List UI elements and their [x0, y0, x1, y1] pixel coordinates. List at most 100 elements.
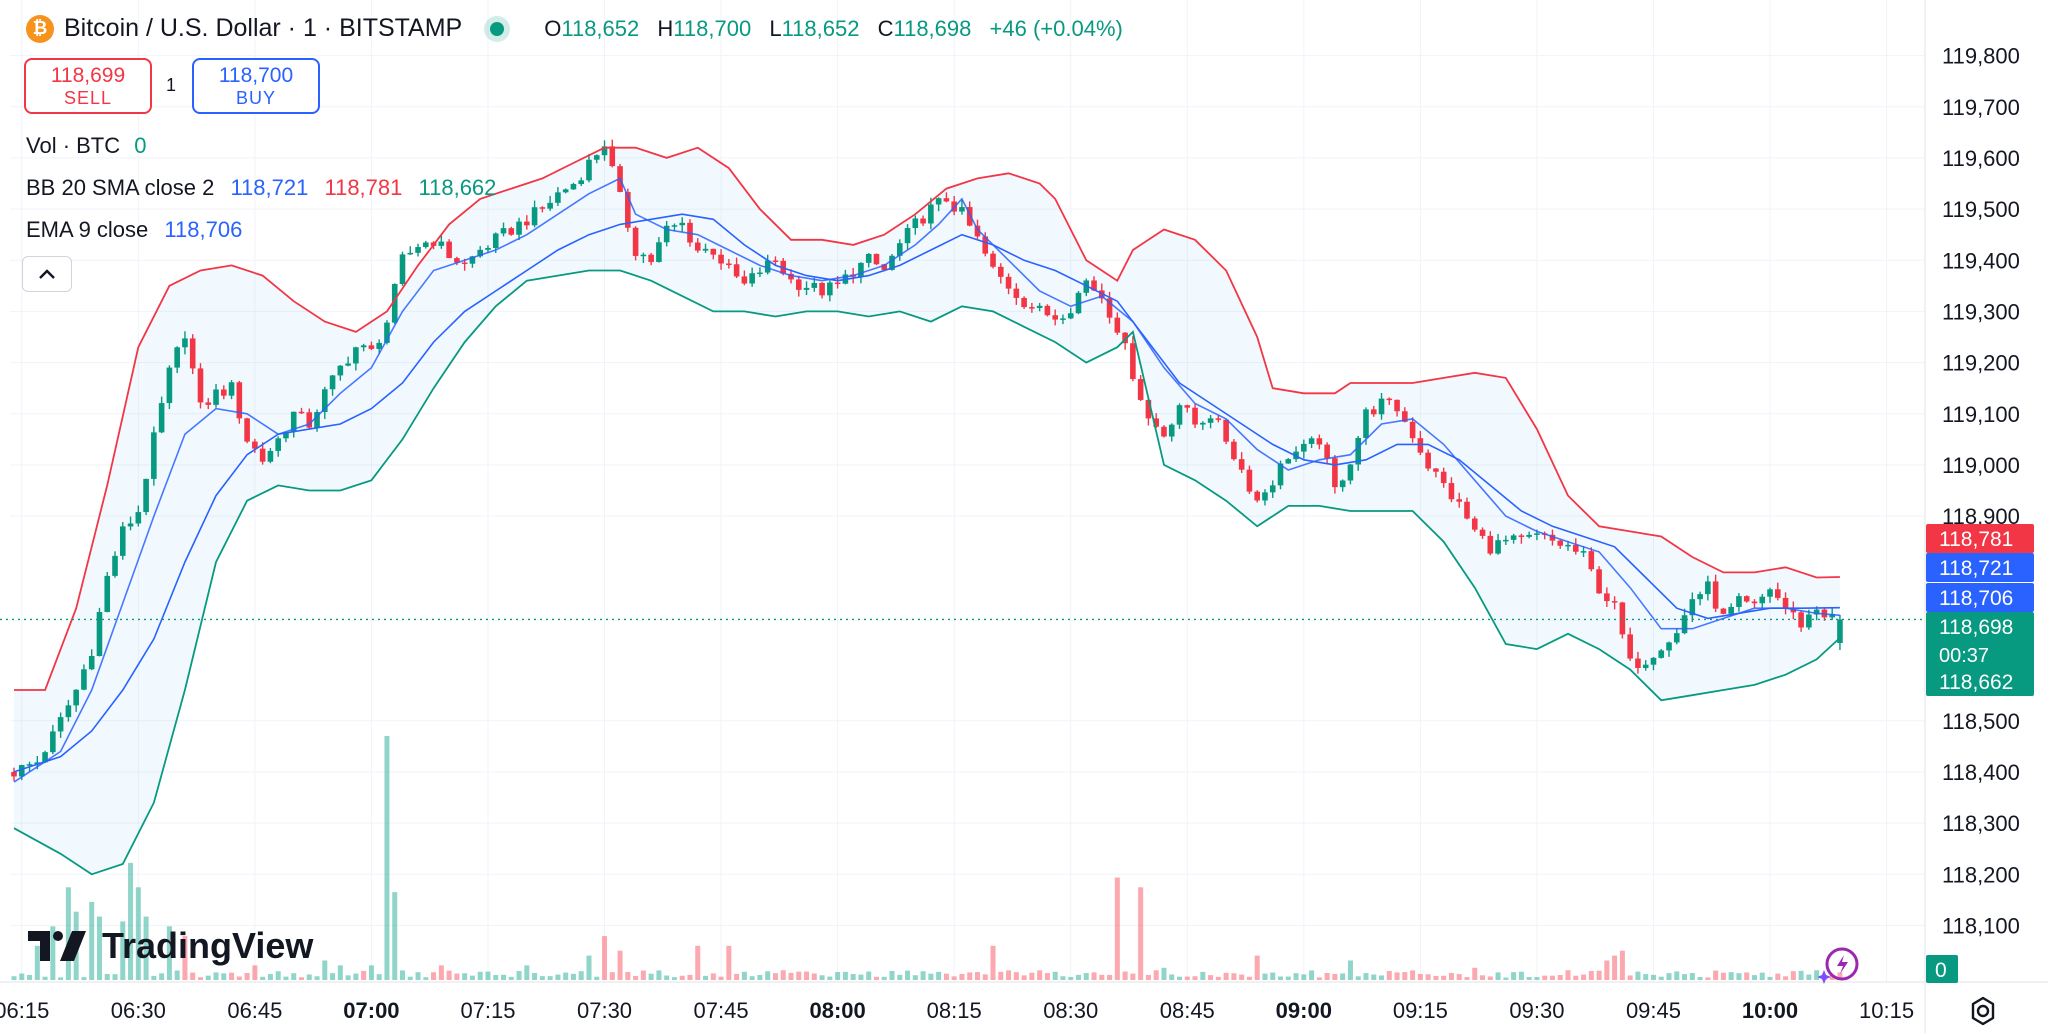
volume-bar — [1122, 971, 1128, 980]
candle-body — [143, 478, 149, 513]
volume-bar — [58, 977, 64, 980]
tradingview-logo[interactable]: TradingView — [28, 925, 313, 967]
candle-body — [220, 389, 227, 396]
candle-body — [492, 233, 499, 249]
candle-body — [1099, 290, 1105, 299]
volume-legend[interactable]: Vol · BTC 0 — [26, 133, 147, 159]
volume-bar — [1091, 972, 1097, 980]
time-axis[interactable]: 06:15 06:30 06:45 07:00 07:15 07:30 07:45 08:00… — [0, 998, 1914, 1023]
candle-body — [959, 207, 965, 212]
bollinger-upper-line — [14, 146, 1840, 691]
time-tick-label: 09:45 — [1626, 998, 1681, 1023]
candle-body — [508, 228, 515, 235]
volume-bar — [1083, 973, 1089, 980]
candle-body — [710, 248, 717, 255]
bollinger-legend[interactable]: BB 20 SMA close 2 118,721 118,781 118,66… — [26, 175, 496, 201]
volume-bar — [1588, 970, 1594, 980]
candle-body — [267, 450, 274, 462]
volume-legend-label: Vol · BTC — [26, 133, 121, 158]
volume-bar — [1075, 974, 1081, 980]
volume-bar — [710, 973, 716, 980]
candle-body — [1363, 409, 1369, 438]
candle-body — [1308, 438, 1315, 444]
candle-body — [819, 282, 825, 296]
candle-body — [935, 198, 942, 205]
volume-bar — [1145, 974, 1151, 980]
candle-body — [1285, 459, 1292, 464]
sell-button[interactable]: 118,699 SELL — [24, 58, 152, 114]
candle-body — [873, 253, 880, 265]
market-open-icon — [490, 21, 505, 36]
volume-bar — [1565, 970, 1571, 980]
price-axis[interactable]: 119,800 119,700 119,600 119,500 119,400 119,3… — [1926, 44, 2034, 983]
candle-body — [1122, 332, 1128, 344]
volume-bar — [151, 975, 157, 980]
candle-body — [1503, 539, 1509, 542]
collapse-legend-button[interactable] — [22, 256, 72, 292]
price-tick-label: 119,800 — [1942, 44, 2020, 69]
volume-bar — [1340, 973, 1346, 980]
volume-bar — [1068, 976, 1074, 980]
volume-bar — [485, 971, 491, 980]
time-tick-label: 06:15 — [0, 998, 49, 1023]
candle-body — [1052, 315, 1058, 320]
volume-bar — [936, 971, 942, 980]
candle-body — [757, 272, 763, 275]
candle-body — [578, 180, 585, 185]
close-value: 118,698 — [893, 15, 972, 41]
volume-bar — [1355, 976, 1361, 980]
volume-bar — [1713, 970, 1719, 980]
candle-body — [252, 441, 258, 449]
volume-bar — [1254, 955, 1260, 980]
open-label: O — [544, 15, 562, 41]
price-tag-label: 118,698 — [1939, 616, 2013, 639]
gear-icon[interactable] — [1966, 994, 2000, 1028]
chevron-up-icon — [39, 269, 55, 279]
volume-bar — [89, 901, 95, 980]
candle-body — [1254, 491, 1260, 501]
candle-body — [88, 655, 95, 670]
volume-bar — [1060, 976, 1066, 980]
candle-body — [1153, 418, 1159, 427]
price-tick-label: 118,100 — [1942, 913, 2020, 938]
candle-body — [640, 254, 647, 257]
volume-bar — [866, 971, 872, 980]
volume-bar — [1720, 972, 1726, 980]
volume-bar — [539, 976, 545, 980]
time-tick-label: 10:15 — [1859, 998, 1914, 1023]
volume-bar — [96, 916, 102, 980]
volume-bar — [1379, 975, 1385, 980]
buy-button[interactable]: 118,700 BUY — [192, 58, 320, 114]
candle-body — [555, 192, 561, 203]
volume-bar — [998, 971, 1004, 980]
volume-bar — [1417, 973, 1423, 980]
symbol-title[interactable]: Bitcoin / U.S. Dollar · 1 · BITSTAMP — [64, 14, 463, 42]
candle-body — [1456, 499, 1463, 502]
volume-bar — [850, 974, 856, 980]
volume-bar — [291, 973, 297, 980]
candle-body — [182, 338, 188, 348]
volume-bar — [633, 975, 639, 980]
volume-bar — [431, 972, 437, 980]
volume-bar — [1301, 974, 1307, 980]
volume-bar — [547, 976, 553, 980]
time-tick-label: 09:15 — [1393, 998, 1448, 1023]
volume-bar — [1705, 977, 1711, 980]
candle-body — [1013, 288, 1020, 298]
price-tick-label: 118,400 — [1942, 760, 2020, 785]
candle-body — [96, 611, 103, 656]
candle-body — [322, 389, 328, 413]
volume-bar — [617, 950, 623, 980]
volume-bar — [679, 975, 685, 980]
ai-assistant-icon[interactable] — [1818, 942, 1862, 986]
volume-bar — [827, 976, 833, 980]
volume-bar — [1744, 972, 1750, 980]
candle-body — [516, 221, 522, 235]
candle-body — [1728, 606, 1734, 614]
ema-legend[interactable]: EMA 9 close 118,706 — [26, 217, 242, 243]
order-quantity[interactable]: 1 — [166, 75, 177, 95]
candle-body — [609, 146, 616, 167]
volume-bar — [788, 972, 794, 980]
volume-bar — [1192, 976, 1198, 980]
